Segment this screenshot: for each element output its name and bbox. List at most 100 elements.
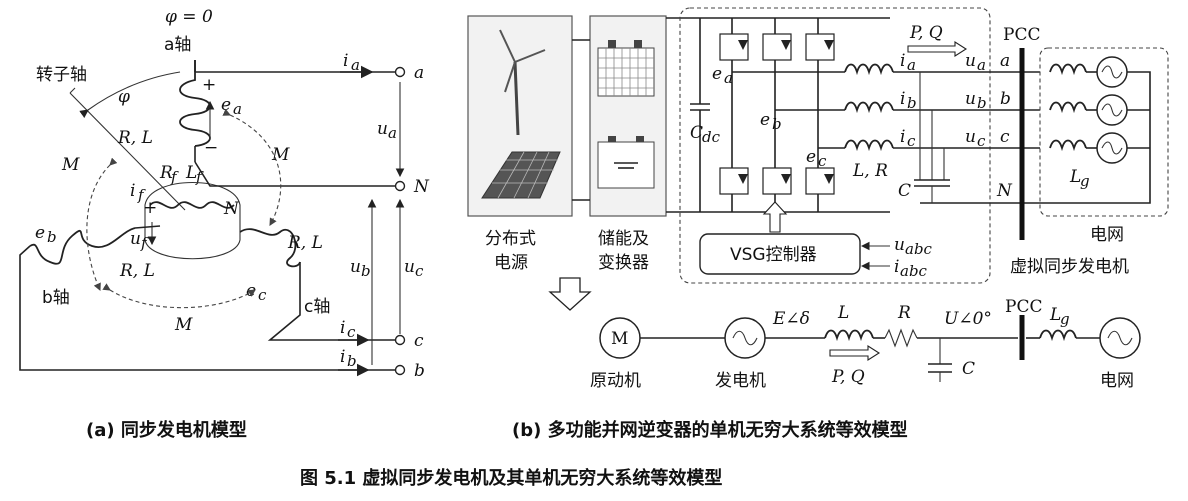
ib-label: i xyxy=(340,347,345,367)
b-line-wire xyxy=(19,245,395,371)
eb-label: e xyxy=(35,223,45,243)
ec-sub: c xyxy=(258,286,267,304)
rotor-axis-line xyxy=(69,92,186,211)
eq-PQ-label: P, Q xyxy=(831,367,865,387)
b-RL-label: R, L xyxy=(119,261,155,281)
wind-turbine-icon xyxy=(499,29,546,136)
equivalent-circuit: M xyxy=(599,315,1141,382)
vsg-feedback-arrow xyxy=(762,201,788,233)
uabc-label: u xyxy=(894,235,905,255)
ec-sub-b: c xyxy=(818,152,827,170)
term-N-label: N xyxy=(413,177,430,197)
pq-flow-arrow xyxy=(907,40,968,58)
ec-label: e xyxy=(246,281,256,301)
Lf-label: L xyxy=(185,163,197,183)
eq-R-label: R xyxy=(897,303,911,323)
eq-U-label: U∠0° xyxy=(944,309,992,329)
ua-label: u xyxy=(377,119,388,139)
terminal-a xyxy=(394,66,406,78)
solar-panel-icon xyxy=(481,151,561,199)
igbt-leg-a xyxy=(719,18,749,212)
term-a-label: a xyxy=(414,63,424,83)
ub-sub-b: b xyxy=(977,94,987,112)
Rf-sub: f xyxy=(170,168,179,186)
if-label: i xyxy=(130,181,135,201)
phi-zero-label: φ = 0 xyxy=(165,7,213,27)
ub-sub: b xyxy=(361,262,371,280)
uf-label: u xyxy=(130,229,141,249)
terminal-c-b: c xyxy=(1000,127,1010,147)
converter-icon xyxy=(597,136,655,189)
ub-label: u xyxy=(350,257,361,277)
rotor-axis-tip xyxy=(69,87,76,94)
cdc-sub: dc xyxy=(702,128,721,146)
field-coil xyxy=(149,201,235,209)
ea-sub-b: a xyxy=(724,69,733,87)
figure-caption: 图 5.1 虚拟同步发电机及其单机无穷大系统等效模型 xyxy=(300,467,722,489)
battery-grid-icon xyxy=(597,40,655,97)
vsg-controller-label: VSG控制器 xyxy=(730,245,817,265)
eq-pcc-label: PCC xyxy=(1005,297,1042,317)
ic-label-b: i xyxy=(900,127,905,147)
phase-b-line xyxy=(775,101,1040,114)
cdc-label: C xyxy=(690,123,703,143)
Lg-label: L xyxy=(1069,167,1081,187)
igbt-leg-b xyxy=(762,18,792,212)
ia-label: i xyxy=(343,51,348,71)
ea-label: e xyxy=(221,95,231,115)
uc-label: u xyxy=(404,257,415,277)
vsg-label: 虚拟同步发电机 xyxy=(1010,257,1129,277)
uabc-sub: abc xyxy=(905,240,933,258)
c-phase-coil xyxy=(239,228,301,268)
eq-prime-mover-label: 原动机 xyxy=(590,371,641,391)
C-label: C xyxy=(898,181,911,201)
caption-a: (a) 同步发电机模型 xyxy=(86,419,247,441)
term-b-label: b xyxy=(414,361,425,381)
uf-plus: + xyxy=(143,198,157,218)
caption-b: (b) 多功能并网逆变器的单机无穷大系统等效模型 xyxy=(512,419,908,441)
mutual-arc-ac xyxy=(222,108,282,226)
ua-sub: a xyxy=(388,124,397,142)
if-sub: f xyxy=(137,186,146,204)
ia-sub: a xyxy=(351,56,360,74)
M-label-ab: M xyxy=(61,155,80,175)
pcc-label: PCC xyxy=(1003,25,1040,45)
ub-label-b: u xyxy=(965,89,976,109)
dist-source-line2: 电源 xyxy=(494,253,528,273)
rotor-body xyxy=(144,182,241,260)
phi-label: φ xyxy=(118,87,130,107)
storage-line1: 储能及 xyxy=(598,229,649,249)
term-c-label: c xyxy=(414,331,424,351)
ic-label: i xyxy=(340,318,345,338)
iabc-label: i xyxy=(894,257,899,277)
eb-sub: b xyxy=(47,228,57,246)
ea-minus: − xyxy=(204,138,218,158)
terminal-a-b: a xyxy=(1000,51,1010,71)
eq-Lg-sub: g xyxy=(1060,310,1070,328)
c-RL-label: R, L xyxy=(287,233,323,253)
eq-Lg-label: L xyxy=(1049,305,1061,325)
ea-label-b: e xyxy=(712,64,722,84)
ec-label-b: e xyxy=(806,147,816,167)
phi-arc xyxy=(79,71,181,119)
M-label-bc: M xyxy=(174,315,193,335)
b-coil-link xyxy=(134,225,161,229)
eq-grid-label: 电网 xyxy=(1100,371,1134,391)
mutual-arc-ab xyxy=(86,157,118,292)
grid-label: 电网 xyxy=(1090,225,1124,245)
ea-plus: + xyxy=(202,75,216,95)
ua-sub-b: a xyxy=(977,56,986,74)
M-label-ac: M xyxy=(271,145,290,165)
ua-label-b: u xyxy=(965,51,976,71)
uc-sub: c xyxy=(415,262,424,280)
equivalence-arrow xyxy=(548,277,592,311)
ib-sub-b: b xyxy=(907,94,917,112)
eq-generator-label: 发电机 xyxy=(715,371,766,391)
ib-label-b: i xyxy=(900,89,905,109)
Lf-sub: f xyxy=(195,168,204,186)
ia-sub-b: a xyxy=(907,56,916,74)
uf-sub: f xyxy=(140,234,149,252)
a-phase-coil xyxy=(179,60,211,147)
eq-C-label: C xyxy=(962,359,975,379)
